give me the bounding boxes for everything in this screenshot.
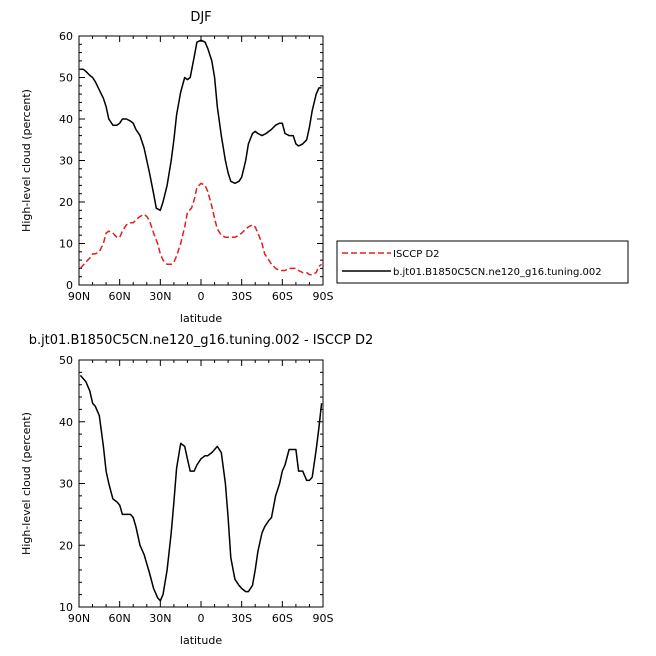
legend-box (336, 240, 629, 284)
x-tick-label: 0 (198, 290, 205, 303)
chart-panel-1: DJF 90N 60N 30N 0 30S 60S 90S 0 10 20 30 40 50 60 latit… (20, 10, 334, 325)
y-axis-label: High-level cloud (percent) (20, 89, 33, 232)
x-tick-label: 90S (313, 290, 334, 303)
y-tick-label: 30 (59, 478, 73, 491)
x-tick-label: 90N (68, 612, 90, 625)
y-tick-label: 0 (66, 279, 73, 292)
x-tick-label: 60N (109, 290, 131, 303)
x-tick-label: 30S (231, 290, 252, 303)
y-axis-label: High-level cloud (percent) (20, 412, 33, 555)
x-tick-label: 30N (149, 612, 171, 625)
y-tick-label: 50 (59, 72, 73, 85)
x-tick-label: 60S (272, 290, 293, 303)
series-line-1 (79, 182, 323, 276)
chart-panel-2: b.jt01.B1850C5CN.ne120_g16.tuning.002 - … (20, 333, 373, 647)
y-tick-label: 40 (59, 113, 73, 126)
x-axis-label: latitude (180, 634, 222, 647)
plot-frame (78, 359, 324, 608)
legend-label-2: b.jt01.B1850C5CN.ne120_g16.tuning.002 (393, 267, 602, 278)
y-tick-label: 40 (59, 416, 73, 429)
x-tick-label: 30N (149, 290, 171, 303)
chart-title: DJF (190, 10, 211, 25)
x-tick-label: 0 (198, 612, 205, 625)
legend: ISCCP D2 b.jt01.B1850C5CN.ne120_g16.tunin… (336, 240, 629, 284)
x-axis-label: latitude (180, 312, 222, 325)
x-tick-label: 60S (272, 612, 293, 625)
x-tick-label: 60N (109, 612, 131, 625)
y-tick-label: 10 (59, 601, 73, 614)
series-line-1 (79, 374, 323, 602)
x-tick-label: 30S (231, 612, 252, 625)
y-tick-label: 60 (59, 30, 73, 43)
y-tick-label: 20 (59, 196, 73, 209)
y-tick-label: 30 (59, 155, 73, 168)
chart-title: b.jt01.B1850C5CN.ne120_g16.tuning.002 - … (29, 333, 374, 348)
y-tick-label: 10 (59, 238, 73, 251)
x-tick-label: 90S (313, 612, 334, 625)
y-tick-label: 50 (59, 354, 73, 367)
plot-frame (78, 35, 324, 286)
legend-label-1: ISCCP D2 (393, 249, 440, 260)
series-line-2 (80, 39, 322, 212)
x-tick-label: 90N (68, 290, 90, 303)
y-tick-label: 20 (59, 539, 73, 552)
